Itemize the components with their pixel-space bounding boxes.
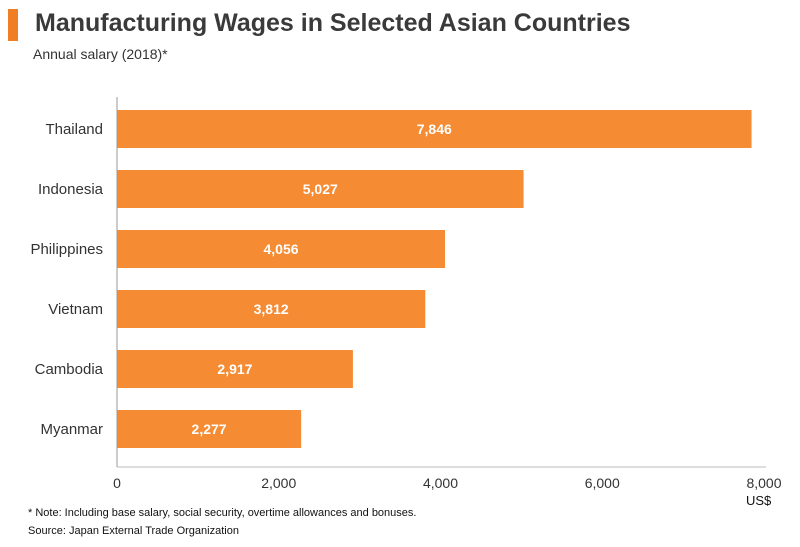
bar-vietnam	[117, 290, 426, 328]
chart-subtitle: Annual salary (2018)*	[33, 46, 168, 62]
x-axis-unit-label: US$	[746, 493, 772, 508]
category-label: Vietnam	[48, 301, 103, 318]
footnote: * Note: Including base salary, social se…	[28, 507, 417, 519]
x-tick-label: 6,000	[585, 475, 620, 491]
bar-cambodia	[117, 350, 353, 388]
x-tick-label: 0	[113, 475, 121, 491]
bar-indonesia	[117, 170, 524, 208]
chart-title: Manufacturing Wages in Selected Asian Co…	[35, 9, 631, 37]
x-tick-label: 4,000	[423, 475, 458, 491]
x-tick-label: 2,000	[261, 475, 296, 491]
data-label: 7,846	[417, 121, 452, 137]
category-label: Thailand	[45, 121, 103, 138]
data-label: 2,277	[192, 421, 227, 437]
bar-myanmar	[117, 410, 302, 448]
category-label: Cambodia	[35, 361, 104, 378]
data-label: 5,027	[303, 181, 338, 197]
source-note: Source: Japan External Trade Organizatio…	[28, 525, 239, 537]
category-label: Myanmar	[40, 421, 103, 438]
x-tick-label: 8,000	[746, 475, 781, 491]
title-accent-bar	[8, 9, 18, 41]
data-label: 4,056	[263, 241, 298, 257]
data-label: 3,812	[254, 301, 289, 317]
bar-thailand	[117, 110, 752, 148]
data-label: 2,917	[217, 361, 252, 377]
bar-philippines	[117, 230, 446, 268]
category-label: Indonesia	[38, 181, 104, 198]
category-label: Philippines	[30, 241, 103, 258]
